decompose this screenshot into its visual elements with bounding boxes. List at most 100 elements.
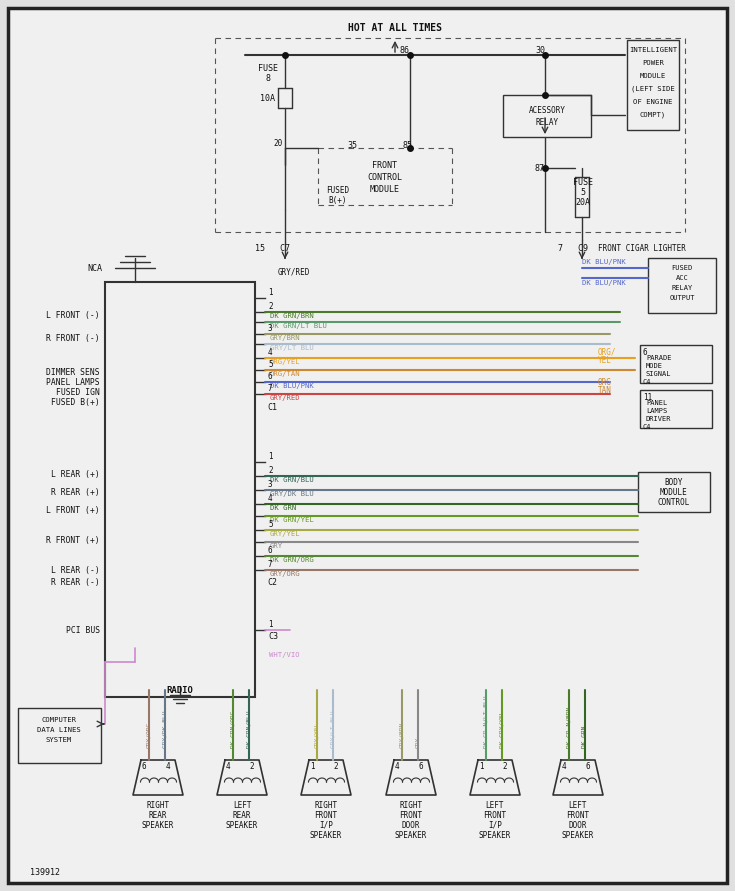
Text: 1: 1 [268,619,273,628]
Text: DK GRN/YEL: DK GRN/YEL [270,517,314,523]
Text: FUSE: FUSE [258,63,278,72]
Text: 1: 1 [478,762,484,771]
Text: RADIO: RADIO [167,685,193,694]
Text: GRY/YEL: GRY/YEL [315,722,320,748]
Text: TAN: TAN [598,386,612,395]
Text: R REAR (-): R REAR (-) [51,577,100,586]
Text: GRY: GRY [270,543,283,549]
Text: 4: 4 [562,762,566,771]
Text: GRY/LT BLU: GRY/LT BLU [331,710,335,748]
Text: SIGNAL: SIGNAL [646,371,672,377]
Text: GRY/YEL: GRY/YEL [270,531,301,537]
Text: GRY/BRN: GRY/BRN [400,722,404,748]
Text: FUSED IGN: FUSED IGN [56,388,100,396]
Text: 20A: 20A [576,198,590,207]
Text: WHT/VIO: WHT/VIO [269,652,300,658]
Text: LAMPS: LAMPS [646,408,667,414]
Text: 30: 30 [535,45,545,54]
Text: GRY/ORG: GRY/ORG [146,722,151,748]
Bar [648,258,716,313]
Text: ORG/: ORG/ [598,347,617,356]
Text: ORG/TAN: ORG/TAN [270,371,301,377]
Text: DOOR: DOOR [569,821,587,830]
Text: COMPT): COMPT) [640,111,666,119]
Text: INTELLIGENT: INTELLIGENT [629,47,677,53]
Text: R FRONT (-): R FRONT (-) [46,333,100,342]
Text: CONTROL: CONTROL [368,173,403,182]
Text: 3: 3 [268,479,273,488]
Text: CONTROL: CONTROL [658,497,690,506]
Text: DK GR N/LT BLU: DK GR N/LT BLU [484,696,489,748]
Text: GRY/BRN: GRY/BRN [270,335,301,341]
Text: DK GRN/ORG: DK GRN/ORG [270,557,314,563]
Text: SPEAKER: SPEAKER [310,830,343,839]
Text: FRONT: FRONT [567,811,589,820]
Text: 2: 2 [268,465,273,475]
Bar [640,345,712,383]
Text: ACESSORY: ACESSORY [528,105,565,115]
Text: B(+): B(+) [329,195,347,205]
Text: 11: 11 [643,393,652,402]
Text: C4: C4 [643,424,651,430]
Text: FUSED B(+): FUSED B(+) [51,397,100,406]
Text: L FRONT (+): L FRONT (+) [46,505,100,514]
Text: L REAR (-): L REAR (-) [51,566,100,575]
Text: FRONT: FRONT [373,160,398,169]
Text: DIMMER SENS: DIMMER SENS [46,367,100,377]
Text: POWER: POWER [642,60,664,66]
Text: 2: 2 [250,762,254,771]
Text: 6: 6 [142,762,146,771]
Text: MODULE: MODULE [660,487,688,496]
Bar [18,708,101,763]
Text: DATA LINES: DATA LINES [37,727,81,733]
Text: FRONT CIGAR LIGHTER: FRONT CIGAR LIGHTER [598,243,686,252]
Text: 6: 6 [586,762,590,771]
Text: 1: 1 [268,452,273,461]
Text: 4: 4 [226,762,230,771]
Text: 5: 5 [268,359,273,369]
Text: L REAR (+): L REAR (+) [51,470,100,478]
Text: RELAY: RELAY [535,118,559,127]
Text: 2: 2 [503,762,507,771]
Text: 1: 1 [268,288,273,297]
Text: 15   C7: 15 C7 [255,243,290,252]
Text: 6: 6 [268,372,273,380]
Text: MODE: MODE [646,363,663,369]
Text: ORG: ORG [598,378,612,387]
Text: GRY/ORG: GRY/ORG [270,571,301,577]
Text: 6: 6 [643,347,648,356]
Text: SPEAKER: SPEAKER [395,830,427,839]
Text: DK GRN/BRN: DK GRN/BRN [270,313,314,319]
Text: SPEAKER: SPEAKER [142,821,174,830]
Text: I/P: I/P [488,821,502,830]
Text: 4: 4 [268,494,273,503]
Text: BODY: BODY [664,478,684,486]
Text: REAR: REAR [233,811,251,820]
Text: FUSE: FUSE [573,177,593,186]
Text: 8: 8 [265,73,270,83]
Text: 3: 3 [268,323,273,332]
Text: REAR: REAR [148,811,168,820]
Text: R FRONT (+): R FRONT (+) [46,535,100,544]
Text: GRY/RED: GRY/RED [278,267,310,276]
Text: 2: 2 [268,301,273,310]
Text: 10A: 10A [260,94,276,102]
Text: DOOR: DOOR [402,821,420,830]
Text: 4: 4 [268,347,273,356]
Text: 7: 7 [268,383,273,393]
Text: SYSTEM: SYSTEM [46,737,72,743]
Text: C2: C2 [267,577,277,586]
Text: 87: 87 [535,164,545,173]
Text: PCI BUS: PCI BUS [66,625,100,634]
Text: HOT AT ALL TIMES: HOT AT ALL TIMES [348,23,442,33]
Text: DK BLU/PNK: DK BLU/PNK [270,383,314,389]
Text: FRONT: FRONT [399,811,423,820]
Bar [503,95,591,137]
Text: COMPUTER: COMPUTER [41,717,76,723]
Bar [640,390,712,428]
Text: GRY/DK BLU: GRY/DK BLU [162,710,168,748]
Text: 35: 35 [347,141,357,150]
Text: LEFT: LEFT [486,800,504,810]
Text: GRY: GRY [415,737,420,748]
Text: LEFT: LEFT [569,800,587,810]
